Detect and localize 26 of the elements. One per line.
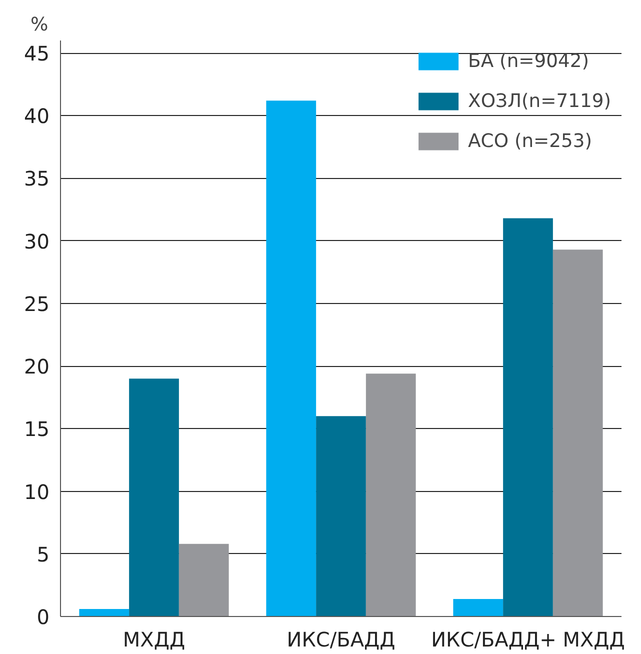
y-tick-label: 5 <box>36 542 50 566</box>
y-tick-label: 45 <box>24 42 50 66</box>
bar <box>266 100 316 616</box>
y-tick-label: 0 <box>36 605 50 629</box>
bar <box>129 378 179 616</box>
y-tick-label: 15 <box>24 417 50 442</box>
x-tick-label: ИКС/БАДД+ МХДД <box>431 628 625 652</box>
x-tick-label: МХДД <box>122 628 186 652</box>
y-tick-label: 10 <box>24 480 50 504</box>
bar <box>178 544 229 616</box>
y-tick-label: 20 <box>24 354 50 379</box>
legend-label: БА (n=9042) <box>468 50 590 72</box>
bar <box>366 374 416 616</box>
x-tick-label: ИКС/БАДД <box>286 628 396 652</box>
y-axis-title: % <box>30 14 48 36</box>
y-tick-label: 35 <box>24 166 50 191</box>
legend-label: ХОЗЛ(n=7119) <box>468 90 611 112</box>
bar <box>79 608 130 616</box>
bar <box>316 416 366 616</box>
y-tick-label: 30 <box>24 229 50 254</box>
legend-label: АСО (n=253) <box>468 130 592 152</box>
bar <box>503 218 553 616</box>
bar <box>453 598 504 616</box>
bar <box>552 250 603 616</box>
y-tick-label: 40 <box>24 104 50 128</box>
y-tick-label: 25 <box>24 292 50 316</box>
